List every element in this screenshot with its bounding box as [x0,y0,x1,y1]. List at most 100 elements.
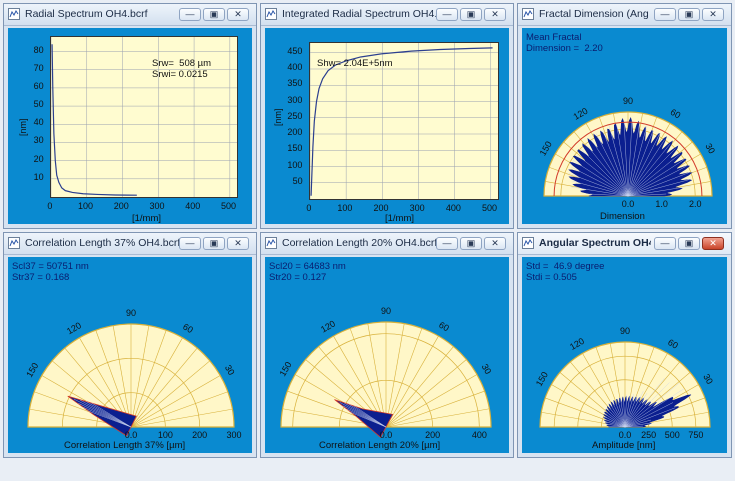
window-radial-spectrum[interactable]: Radial Spectrum OH4.bcrf — ▣ ✕ Srw= 508 … [3,3,257,229]
angle-label: 120 [319,318,337,334]
y-tick-label: 20 [33,153,44,164]
angular-gridline [385,374,478,428]
window-fractal-dimension[interactable]: Fractal Dimension (Angl... — ▣ ✕ Mean Fr… [517,3,732,229]
minimize-button[interactable]: — [436,8,458,21]
angle-label: 150 [24,361,40,379]
angular-gridline [349,328,387,428]
window-correlation-length-37[interactable]: Correlation Length 37% OH4.bcrf — ▣ ✕ Sc… [3,232,257,458]
angle-label: 150 [277,360,293,378]
lobe-ray [350,412,387,428]
titlebar[interactable]: Integrated Radial Spectrum OH4.bcrf — ▣ … [261,4,513,26]
titlebar[interactable]: Fractal Dimension (Angl... — ▣ ✕ [518,4,731,26]
profile-ray [572,180,629,197]
y-tick-label: 40 [33,117,44,128]
radius-tick-label: 0.0 [619,430,632,440]
close-button[interactable]: ✕ [227,8,249,21]
chart-area: Std = 46.9 degree Stdi = 0.505 30 60 90 120… [522,257,727,453]
window-correlation-length-20[interactable]: Correlation Length 20% OH4.bcrf — ▣ ✕ Sc… [260,232,514,458]
profile-ray [627,123,640,197]
profile-ray [623,121,629,197]
window-title: Correlation Length 20% OH4.bcrf [282,237,438,249]
minimize-button[interactable]: — [179,8,201,21]
restore-button[interactable]: ▣ [460,237,482,250]
y-tick-label: 50 [292,175,303,186]
angular-gridline [130,375,221,428]
angle-label: 90 [381,306,391,316]
window-title: Angular Spectrum OH4.... [539,237,651,249]
window-integrated-radial-spectrum[interactable]: Integrated Radial Spectrum OH4.bcrf — ▣ … [260,3,514,229]
close-button[interactable]: ✕ [484,8,506,21]
correlation-37-polar-chart: 30 60 90 120 150 0.0 100 200 300 [24,308,241,440]
y-axis-label: [nm] [273,108,283,126]
x-tick-label: 0 [47,201,53,211]
profile-ray [604,416,626,428]
x-tick-label: 200 [113,201,129,211]
angle-label: 150 [534,370,550,388]
x-tick-label: 100 [77,201,93,211]
close-button[interactable]: ✕ [484,237,506,250]
chart-area: Scl20 = 64683 nm Str20 = 0.127 30 60 90 120… [265,257,509,453]
series-line [310,47,493,196]
y-tick-label: 10 [33,171,44,182]
profile-ray [627,139,665,197]
angle-label: 30 [223,363,237,377]
y-tick-label: 150 [287,143,303,154]
profile-ray [605,423,626,428]
lobe-ray [353,405,387,428]
radial-spectrum-chart [51,37,237,197]
close-button[interactable]: ✕ [702,8,724,21]
minimize-button[interactable]: — [436,237,458,250]
angular-gridline [130,337,183,428]
y-tick-label: 450 [287,45,303,56]
minimize-button[interactable]: — [179,237,201,250]
restore-button[interactable]: ▣ [203,8,225,21]
titlebar[interactable]: Radial Spectrum OH4.bcrf — ▣ ✕ [4,4,256,26]
polar-axis-title: Correlation Length 37% [µm] [64,440,186,451]
close-button[interactable]: ✕ [702,237,724,250]
lobe-ray [73,399,132,428]
minimize-button[interactable]: — [654,8,676,21]
window-angular-spectrum[interactable]: Angular Spectrum OH4.... — ▣ ✕ Std = 46.… [517,232,732,458]
profile-ray [568,172,629,197]
restore-button[interactable]: ▣ [678,8,700,21]
lobe-ray [85,401,132,428]
lobe-ray [79,399,132,428]
plot-frame [309,42,499,200]
window-title: Correlation Length 37% OH4.bcrf [25,237,181,249]
titlebar[interactable]: Correlation Length 37% OH4.bcrf — ▣ ✕ [4,233,256,255]
angle-label: 30 [703,142,717,156]
chart-app-icon [8,237,20,249]
titlebar[interactable]: Correlation Length 20% OH4.bcrf — ▣ ✕ [261,233,513,255]
profile-ray [624,382,670,428]
profile-ray [605,407,626,428]
y-tick-label: 400 [287,62,303,72]
titlebar[interactable]: Angular Spectrum OH4.... — ▣ ✕ [518,233,731,255]
lobe-ray [91,402,132,428]
angular-gridline [385,346,454,428]
y-tick-label: 300 [287,94,303,105]
profile-ray [627,159,685,197]
series-line [51,44,137,196]
angular-gridline [130,347,198,428]
close-button[interactable]: ✕ [227,237,249,250]
profile-ray [627,172,690,197]
restore-button[interactable]: ▣ [678,237,700,250]
radius-tick-label: 200 [192,430,207,440]
angular-gridline [385,359,467,428]
chart-app-icon [265,237,277,249]
str20-value: Str20 = 0.127 [269,272,327,283]
lobe-ray [82,406,132,428]
x-tick-label: 200 [373,203,389,213]
minimize-button[interactable]: — [654,237,676,250]
profile-ray [602,130,629,197]
lobe-ray [78,403,132,428]
y-tick-label: 350 [287,78,303,89]
restore-button[interactable]: ▣ [203,237,225,250]
restore-button[interactable]: ▣ [460,8,482,21]
chart-app-icon [522,8,534,20]
chart-app-icon [8,8,20,20]
profile-ray [603,418,626,428]
profile-ray [616,123,629,197]
chart-area: Shw= 2.04E+5nm [nm] [1/mm] 0 100 200 300 400… [265,28,509,224]
angular-gridline [385,390,485,428]
